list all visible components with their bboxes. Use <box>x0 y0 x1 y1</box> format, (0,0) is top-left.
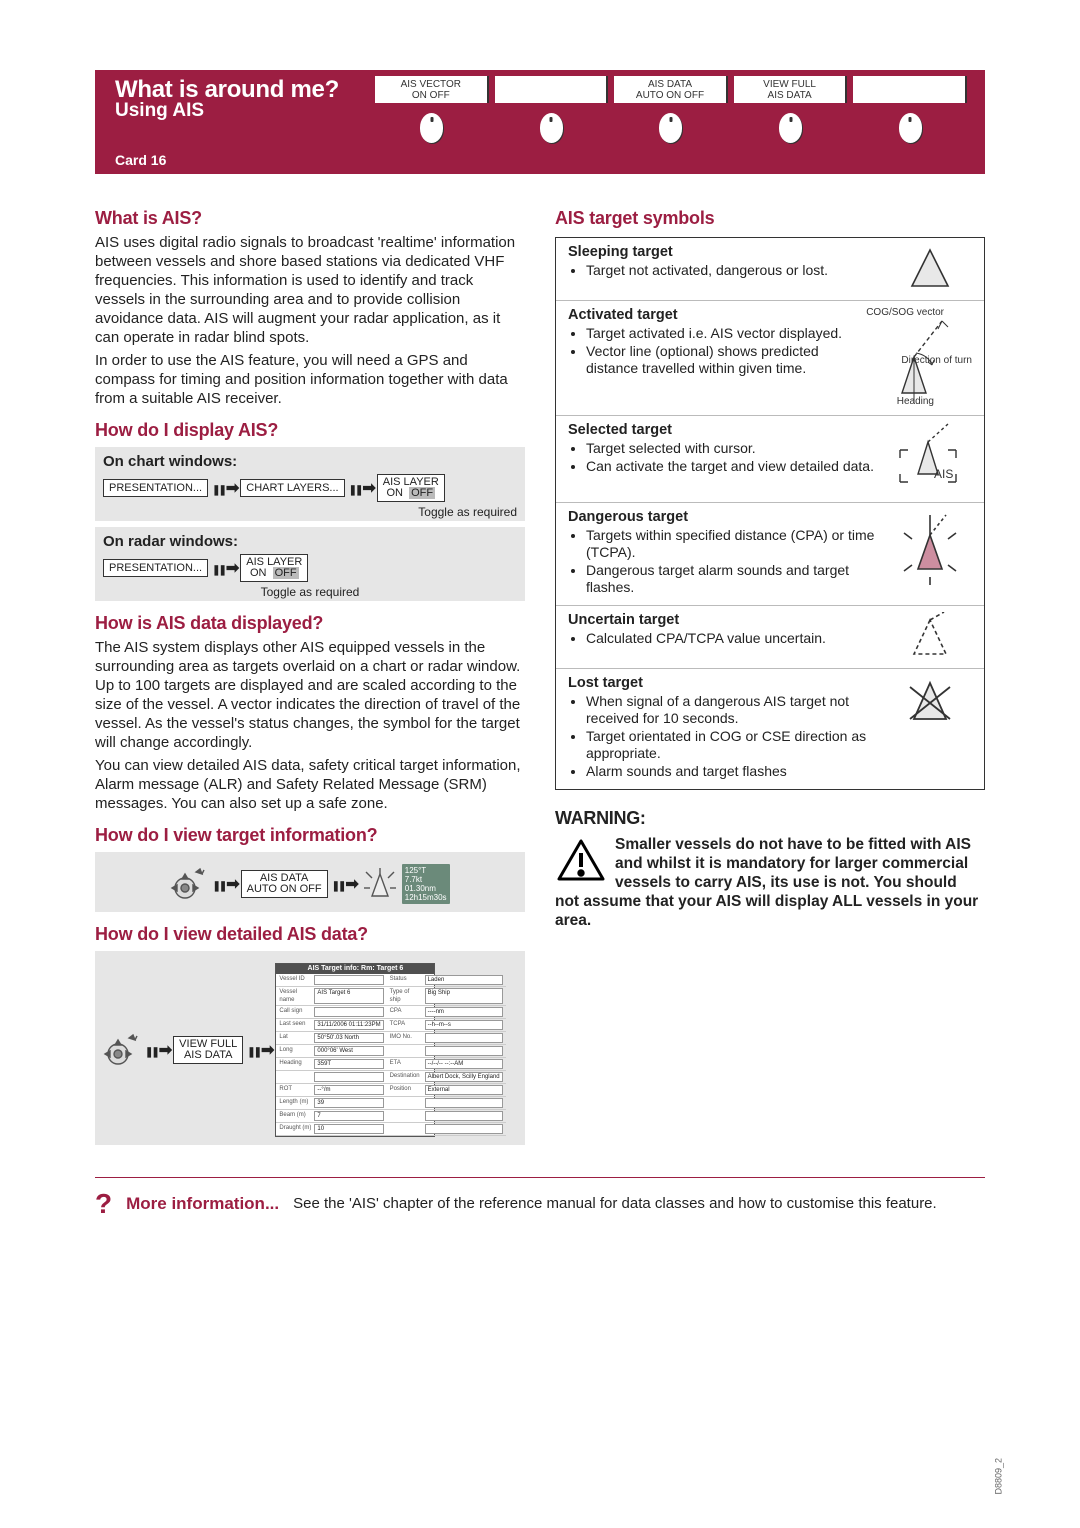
ais-target-info-table: AIS Target info: Rm: Target 6 Vessel IDS… <box>275 963 435 1137</box>
left-column: What is AIS? AIS uses digital radio sign… <box>95 196 525 1151</box>
target-data-badge: 125°T 7.7kt 01.30nm 12h15m30s <box>402 864 450 904</box>
dangerous-target-icon <box>886 509 974 589</box>
ais-data-button[interactable]: AIS DATA AUTO ON OFF <box>241 870 328 898</box>
softkey-5-button[interactable] <box>899 113 922 143</box>
softkey-row: AIS VECTOR ON OFF AIS DATA AUTO ON OFF V… <box>375 70 967 174</box>
softkey-3-button[interactable] <box>659 113 682 143</box>
selected-target-icon: AIS <box>886 422 974 494</box>
heading-what-is-ais: What is AIS? <box>95 208 525 229</box>
heading-view-detailed: How do I view detailed AIS data? <box>95 924 525 945</box>
presentation-button[interactable]: PRESENTATION... <box>103 559 208 577</box>
uncertain-target-icon <box>886 612 974 660</box>
view-detailed-box: ➡ VIEW FULL AIS DATA ➡ AIS Target info: … <box>95 951 525 1145</box>
data-displayed-p1: The AIS system displays other AIS equipp… <box>95 638 525 752</box>
chart-windows-label: On chart windows: <box>103 453 517 470</box>
more-information: ? More information... See the 'AIS' chap… <box>95 1177 985 1220</box>
softkey-1-button[interactable] <box>420 113 443 143</box>
doc-code: D8809_2 <box>994 1458 1004 1495</box>
softkey-2-label <box>495 76 609 103</box>
more-info-text: See the 'AIS' chapter of the reference m… <box>293 1195 985 1213</box>
symbol-sleeping: Sleeping target Target not activated, da… <box>556 238 984 300</box>
warning-block: WARNING: Smaller vessels do not have to … <box>555 808 985 930</box>
radar-windows-box: On radar windows: PRESENTATION... ➡ AIS … <box>95 527 525 601</box>
radar-windows-label: On radar windows: <box>103 533 517 550</box>
heading-display-ais: How do I display AIS? <box>95 420 525 441</box>
heading-view-target: How do I view target information? <box>95 825 525 846</box>
softkey-1-label: AIS VECTOR ON OFF <box>375 76 489 103</box>
softkey-4-button[interactable] <box>779 113 802 143</box>
arrow-icon: ➡ <box>247 1040 271 1060</box>
arrow-icon: ➡ <box>332 874 356 894</box>
heading-target-symbols: AIS target symbols <box>555 208 985 229</box>
symbol-dangerous: Dangerous target Targets within specifie… <box>556 502 984 605</box>
sleeping-target-icon <box>886 244 974 292</box>
toggle-note: Toggle as required <box>103 585 517 599</box>
softkey-4-label: VIEW FULL AIS DATA <box>734 76 848 103</box>
softkey-2-button[interactable] <box>540 113 563 143</box>
svg-text:AIS: AIS <box>934 467 953 481</box>
card-number: Card 16 <box>115 152 375 168</box>
lost-target-icon <box>886 675 974 731</box>
what-is-ais-p2: In order to use the AIS feature, you wil… <box>95 351 525 408</box>
arrow-icon: ➡ <box>212 478 236 498</box>
data-displayed-p2: You can view detailed AIS data, safety c… <box>95 756 525 813</box>
symbol-lost: Lost target When signal of a dangerous A… <box>556 668 984 789</box>
question-icon: ? <box>95 1188 112 1220</box>
arrow-icon: ➡ <box>212 874 236 894</box>
ais-layer-button[interactable]: AIS LAYER ON OFF <box>240 554 308 582</box>
presentation-button[interactable]: PRESENTATION... <box>103 479 208 497</box>
arrow-icon: ➡ <box>349 478 373 498</box>
ais-symbols-box: Sleeping target Target not activated, da… <box>555 237 985 790</box>
chart-windows-box: On chart windows: PRESENTATION... ➡ CHAR… <box>95 447 525 521</box>
softkey-5-label <box>853 76 967 103</box>
ais-layer-button[interactable]: AIS LAYER ON OFF <box>377 474 445 502</box>
toggle-note: Toggle as required <box>103 505 517 519</box>
target-with-data-icon: 125°T 7.7kt 01.30nm 12h15m30s <box>360 864 450 904</box>
cursor-scroll-icon <box>103 1032 141 1068</box>
chart-layers-button[interactable]: CHART LAYERS... <box>240 479 344 497</box>
cursor-scroll-icon <box>170 866 208 902</box>
view-target-box: ➡ AIS DATA AUTO ON OFF ➡ <box>95 852 525 912</box>
what-is-ais-p1: AIS uses digital radio signals to broadc… <box>95 233 525 347</box>
right-column: AIS target symbols Sleeping target Targe… <box>555 196 985 1151</box>
symbol-activated: Activated target Target activated i.e. A… <box>556 300 984 415</box>
more-info-label: More information... <box>126 1194 279 1214</box>
symbol-uncertain: Uncertain target Calculated CPA/TCPA val… <box>556 605 984 668</box>
card-header: What is around me? Using AIS Card 16 AIS… <box>95 70 985 174</box>
symbol-selected: Selected target Target selected with cur… <box>556 415 984 502</box>
heading-data-displayed: How is AIS data displayed? <box>95 613 525 634</box>
view-full-ais-button[interactable]: VIEW FULL AIS DATA <box>173 1036 243 1064</box>
arrow-icon: ➡ <box>212 558 236 578</box>
activated-target-icon: COG/SOG vector Direction of turn Heading <box>854 307 974 407</box>
softkey-3-label: AIS DATA AUTO ON OFF <box>614 76 728 103</box>
arrow-icon: ➡ <box>145 1040 169 1060</box>
warning-icon <box>555 837 607 888</box>
